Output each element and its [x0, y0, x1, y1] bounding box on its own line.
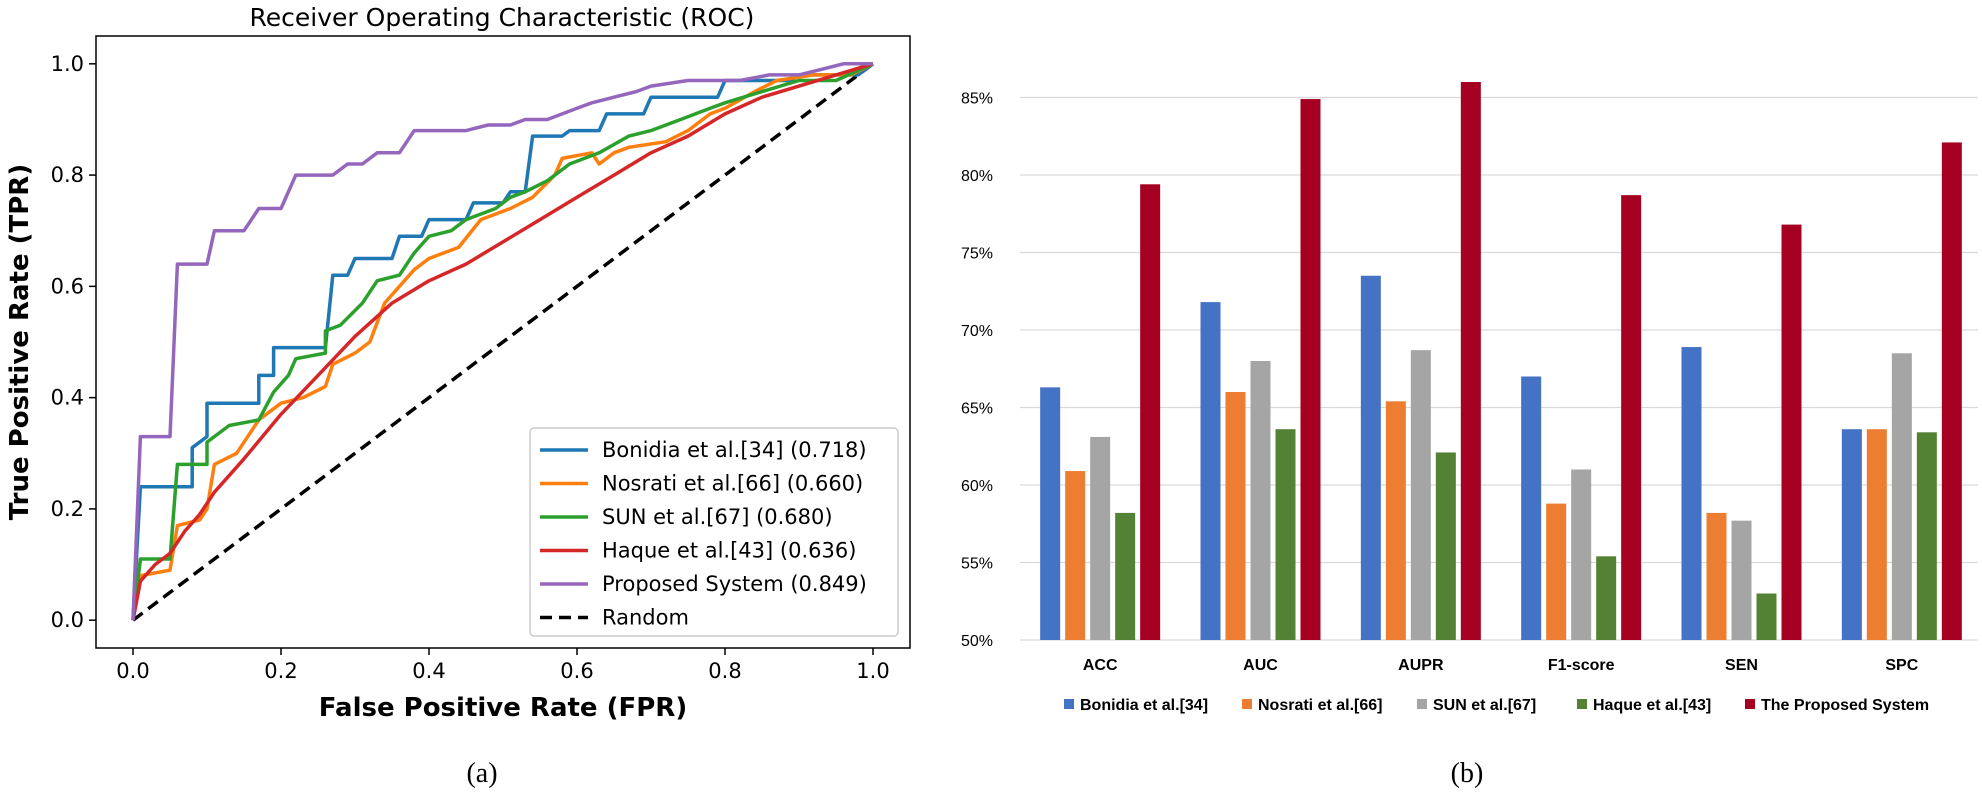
bar-legend-label: Haque et al.[43]	[1593, 697, 1711, 714]
bar-category-label: AUC	[1243, 657, 1278, 674]
bar-legend: Bonidia et al.[34] Nosrati et al.[66] SUN …	[1064, 697, 1929, 714]
bar	[1916, 432, 1937, 640]
bar-chart: 50% 55% 60% 65% 70% 75% 80% 85% ACC AUC AUPR F1-sc…	[961, 82, 1978, 714]
bar	[1275, 429, 1296, 640]
bar-category-label: SEN	[1725, 657, 1758, 674]
roc-x-tick-label: 0.6	[560, 659, 593, 683]
bar	[1435, 452, 1456, 640]
caption-right: (b)	[1451, 758, 1484, 789]
roc-x-axis-label: False Positive Rate (FPR)	[319, 693, 687, 723]
roc-x-tick-label: 1.0	[856, 659, 889, 683]
bar-y-tick-label: 55%	[961, 556, 993, 573]
roc-y-tick-label: 1.0	[51, 52, 84, 76]
bar	[1385, 401, 1406, 640]
bar	[1596, 556, 1617, 640]
bar	[1841, 429, 1862, 640]
bar	[1360, 275, 1381, 640]
bar	[1200, 302, 1221, 640]
roc-legend-box	[529, 427, 899, 637]
bar	[1756, 593, 1777, 640]
bar-marks	[1040, 82, 1962, 641]
bar	[1891, 353, 1912, 640]
roc-y-tick-label: 0.8	[51, 163, 84, 187]
bar	[1706, 512, 1727, 640]
roc-y-tick-label: 0.2	[51, 497, 84, 521]
roc-legend-label: Random	[602, 606, 689, 630]
roc-x-axis: 0.0 0.2 0.4 0.6 0.8 1.0	[116, 648, 890, 683]
roc-legend-label: Haque et al.[43] (0.636)	[602, 539, 856, 563]
roc-x-tick-label: 0.8	[708, 659, 741, 683]
bar-legend-label: Nosrati et al.[66]	[1258, 697, 1382, 714]
bar	[1410, 350, 1431, 640]
bar	[1250, 361, 1271, 640]
bar-y-tick-label: 65%	[961, 401, 993, 418]
roc-y-axis-label: True Positive Rate (TPR)	[5, 164, 35, 520]
bar	[1781, 224, 1802, 640]
roc-series-line	[131, 62, 874, 621]
bar-gridlines	[1020, 96, 1978, 641]
bar-legend-swatch	[1064, 699, 1074, 709]
bar	[1090, 436, 1111, 640]
bar	[1681, 347, 1702, 640]
bar	[1225, 392, 1246, 640]
bar	[1521, 376, 1542, 640]
bar	[1300, 99, 1321, 641]
roc-y-axis: 0.0 0.2 0.4 0.6 0.8 1.0	[51, 52, 96, 632]
roc-legend: Bonidia et al.[34] (0.718) Nosrati et al.…	[529, 427, 899, 637]
roc-legend-label: Bonidia et al.[34] (0.718)	[602, 438, 867, 462]
bar-x-axis: ACC AUC AUPR F1-score SEN SPC	[1083, 657, 1919, 674]
roc-x-tick-label: 0.4	[412, 659, 445, 683]
bar	[1866, 429, 1887, 640]
roc-legend-label: Proposed System (0.849)	[602, 572, 867, 596]
roc-series-line	[131, 62, 874, 621]
bar-legend-label: SUN et al.[67]	[1433, 697, 1536, 714]
bar-y-tick-label: 50%	[961, 633, 993, 650]
roc-legend-label: SUN et al.[67] (0.680)	[602, 505, 833, 529]
roc-chart-title: Receiver Operating Characteristic (ROC)	[250, 3, 755, 32]
bar	[1460, 82, 1481, 640]
roc-chart: Receiver Operating Characteristic (ROC) …	[5, 3, 911, 723]
bar-y-axis: 50% 55% 60% 65% 70% 75% 80% 85%	[961, 91, 993, 651]
roc-series-line	[131, 62, 875, 621]
bar-legend-swatch	[1417, 699, 1427, 709]
roc-plot-area	[131, 62, 875, 622]
bar-category-label: AUPR	[1398, 657, 1444, 674]
bar-y-tick-label: 75%	[961, 246, 993, 263]
bar-y-tick-label: 85%	[961, 91, 993, 108]
bar-legend-label: Bonidia et al.[34]	[1080, 697, 1208, 714]
bar	[1040, 387, 1061, 640]
bar-category-label: ACC	[1083, 657, 1118, 674]
bar-category-label: F1-score	[1548, 657, 1615, 674]
roc-x-tick-label: 0.2	[264, 659, 297, 683]
bar-y-tick-label: 80%	[961, 168, 993, 185]
bar	[1621, 195, 1642, 640]
roc-axes-frame	[95, 35, 911, 649]
bar-legend-swatch	[1577, 699, 1587, 709]
bar	[1731, 520, 1752, 640]
bar-y-tick-label: 60%	[961, 478, 993, 495]
roc-y-tick-label: 0.0	[51, 608, 84, 632]
roc-series-line	[131, 62, 874, 621]
bar	[1065, 471, 1086, 640]
roc-y-tick-label: 0.4	[51, 386, 84, 410]
bar-legend-label: The Proposed System	[1761, 697, 1929, 714]
roc-y-tick-label: 0.6	[51, 274, 84, 298]
caption-left: (a)	[466, 758, 497, 789]
bar	[1941, 142, 1962, 640]
roc-x-tick-label: 0.0	[116, 659, 149, 683]
bar-legend-swatch	[1745, 699, 1755, 709]
bar-legend-swatch	[1242, 699, 1252, 709]
roc-series-line	[131, 62, 875, 622]
bar	[1571, 469, 1592, 640]
roc-legend-label: Nosrati et al.[66] (0.660)	[602, 472, 863, 496]
bar	[1546, 503, 1567, 640]
roc-series-line	[131, 62, 873, 621]
bar	[1115, 512, 1136, 640]
bar	[1140, 184, 1161, 641]
bar-y-tick-label: 70%	[961, 323, 993, 340]
bar-category-label: SPC	[1885, 657, 1918, 674]
